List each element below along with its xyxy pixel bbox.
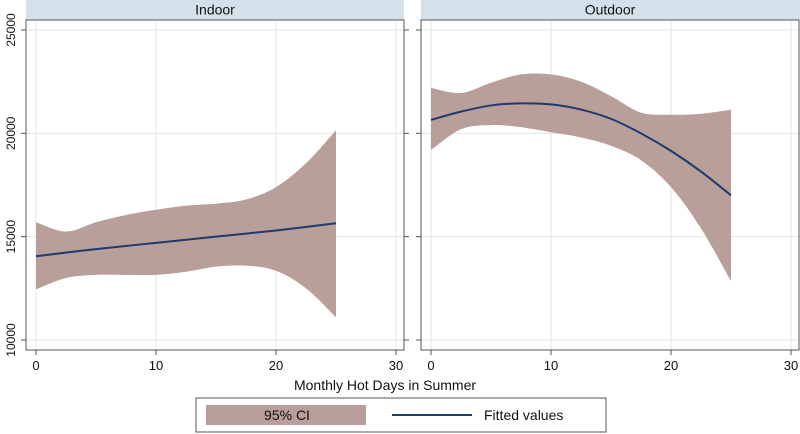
x-tick-label: 10 [544, 358, 558, 373]
panel-outdoor-title-bar [421, 0, 800, 20]
y-tick-label: 15000 [4, 220, 18, 254]
legend-fitted-label: Fitted values [484, 407, 563, 423]
legend: 95% CI Fitted values [195, 397, 607, 433]
panel-indoor-title: Indoor [195, 2, 235, 18]
panel-outdoor-title: Outdoor [585, 2, 636, 18]
panel-outdoor: Outdoor 0 10 20 30 [404, 0, 800, 373]
panel-indoor-grid [26, 20, 404, 350]
panel-indoor-frame [25, 19, 405, 351]
legend-ci-label: 95% CI [264, 407, 310, 423]
y-tick-label: 25000 [4, 13, 18, 47]
x-tick-label: 10 [149, 358, 163, 373]
panel-outdoor-grid [421, 20, 799, 350]
x-tick-label: 30 [389, 358, 403, 373]
indoor-ci-band [36, 130, 336, 318]
x-tick-label: 20 [664, 358, 678, 373]
x-tick-label: 20 [269, 358, 283, 373]
panel-indoor: Indoor 0 10 20 30 10000 15000 20000 25000 [4, 0, 405, 373]
indoor-fitted-line [35, 222, 337, 258]
y-tick-label: 20000 [4, 116, 18, 150]
x-tick-label: 0 [427, 358, 434, 373]
panel-indoor-title-bar [26, 0, 404, 20]
x-tick-label: 30 [784, 358, 798, 373]
outdoor-fitted-line [430, 102, 732, 197]
x-axis-title: Monthly Hot Days in Summer [294, 377, 476, 393]
legend-ci-swatch [206, 405, 366, 425]
panel-outdoor-x-ticks: 0 10 20 30 [404, 29, 798, 373]
x-tick-label: 0 [32, 358, 39, 373]
panel-indoor-y-ticks: 10000 15000 20000 25000 [4, 13, 26, 357]
y-tick-label: 10000 [4, 323, 18, 357]
panel-outdoor-frame [420, 19, 800, 351]
outdoor-ci-band [431, 73, 731, 282]
panel-indoor-x-ticks: 0 10 20 30 [32, 350, 403, 373]
